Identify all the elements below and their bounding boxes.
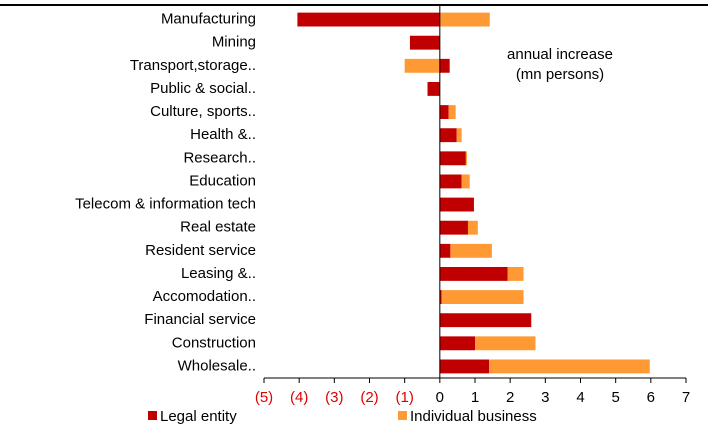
- bar: [450, 243, 492, 258]
- y-tick-label: Real estate: [180, 219, 256, 236]
- x-tick-label: (3): [325, 389, 343, 406]
- x-tick-label: (5): [255, 389, 273, 406]
- bar: [439, 151, 466, 166]
- bar: [439, 128, 457, 143]
- bar: [441, 290, 524, 304]
- x-tick-label: 3: [541, 389, 549, 406]
- y-tick-label: Resident service: [145, 242, 256, 259]
- y-tick-label: Health &..: [190, 126, 256, 143]
- x-tick-label: 4: [576, 389, 584, 406]
- y-tick-label: Mining: [212, 34, 256, 51]
- x-tick-label: 1: [471, 389, 479, 406]
- x-tick-label: 2: [506, 389, 514, 406]
- bar: [489, 359, 650, 374]
- bar: [465, 151, 467, 166]
- bar: [439, 313, 532, 328]
- bar: [439, 105, 449, 119]
- bar: [439, 267, 508, 281]
- x-tick-label: (1): [395, 389, 413, 406]
- legend-label: Individual business: [410, 408, 537, 425]
- x-tick-label: (4): [290, 389, 308, 406]
- y-tick-label: Leasing &..: [181, 265, 256, 282]
- x-tick-label: 0: [436, 389, 444, 406]
- bar: [439, 220, 468, 235]
- bar: [461, 174, 470, 189]
- bar: [427, 82, 440, 96]
- bar: [439, 336, 475, 351]
- y-tick-label: Wholesale..: [178, 357, 256, 374]
- y-tick-label: Public & social..: [150, 80, 256, 97]
- bar: [409, 35, 440, 50]
- bar: [448, 105, 456, 119]
- bar: [297, 12, 440, 27]
- bar: [439, 58, 450, 73]
- x-tick-label: 6: [647, 389, 655, 406]
- legend-swatch: [148, 411, 157, 420]
- bar: [475, 336, 536, 351]
- bar: [467, 220, 478, 235]
- y-tick-label: Research..: [183, 149, 256, 166]
- bar: [439, 197, 474, 212]
- y-tick-label: Education: [189, 172, 256, 189]
- y-tick-label: Transport,storage..: [130, 57, 256, 74]
- bar: [439, 243, 451, 258]
- bar: [456, 128, 462, 143]
- x-tick-label: 7: [682, 389, 690, 406]
- annotation: annual increase: [507, 46, 613, 63]
- bar: [439, 290, 442, 304]
- y-tick-label: Construction: [172, 334, 256, 351]
- annotation: (mn persons): [516, 66, 604, 83]
- bar: [507, 267, 524, 281]
- y-tick-label: Culture, sports..: [150, 103, 256, 120]
- legend-swatch: [398, 411, 407, 420]
- y-tick-label: Manufacturing: [161, 11, 256, 28]
- x-tick-label: (2): [360, 389, 378, 406]
- bar: [439, 12, 490, 27]
- bar: [439, 359, 490, 374]
- bar: [404, 58, 440, 73]
- bar: [439, 174, 462, 189]
- x-tick-label: 5: [611, 389, 619, 406]
- legend-label: Legal entity: [160, 408, 237, 425]
- y-tick-label: Telecom & information tech: [75, 196, 256, 213]
- y-tick-label: Accomodation..: [153, 288, 256, 305]
- y-tick-label: Financial service: [144, 311, 256, 328]
